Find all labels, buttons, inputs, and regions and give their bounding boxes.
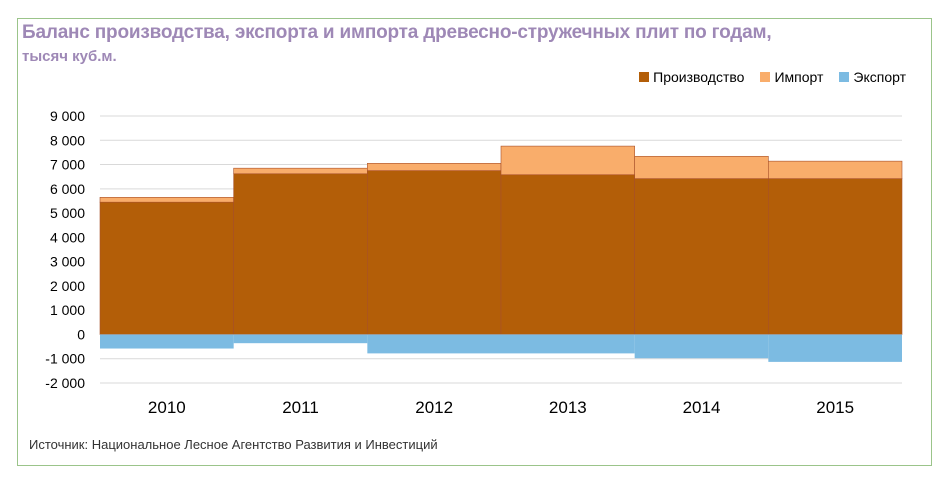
y-tick-label: 2 000 — [50, 278, 85, 294]
y-tick-label: 6 000 — [50, 181, 85, 197]
y-tick-label: 4 000 — [50, 229, 85, 245]
production-bar — [99, 201, 234, 335]
chart-legend: Производство Импорт Экспорт — [639, 69, 906, 85]
export-bar — [634, 334, 769, 359]
export-bar — [100, 334, 234, 349]
export-bar — [768, 334, 902, 362]
production-bar — [500, 174, 635, 335]
import-bar — [500, 145, 635, 176]
import-bar — [634, 155, 769, 179]
legend-label-import: Импорт — [774, 69, 824, 85]
import-bar — [233, 167, 368, 175]
y-tick-label: 5 000 — [50, 205, 85, 221]
legend-swatch-export — [839, 72, 850, 82]
production-bar — [233, 173, 368, 335]
y-tick-label: 7 000 — [50, 157, 85, 173]
legend-swatch-import — [760, 72, 771, 82]
export-bar — [367, 334, 501, 354]
export-bar — [501, 334, 635, 354]
production-bar — [634, 178, 769, 335]
x-tick-label: 2013 — [549, 398, 587, 417]
y-tick-label: 3 000 — [50, 254, 85, 270]
chart-title: Баланс производства, экспорта и импорта … — [22, 22, 772, 43]
y-tick-label: 8 000 — [50, 132, 85, 148]
y-tick-label: -1 000 — [45, 351, 85, 367]
production-bar — [367, 170, 502, 335]
legend-item-export: Экспорт — [839, 69, 906, 85]
x-tick-label: 2010 — [148, 398, 186, 417]
legend-item-import: Импорт — [760, 69, 823, 85]
x-tick-label: 2011 — [282, 398, 319, 417]
x-tick-label: 2012 — [415, 398, 453, 417]
x-tick-label: 2015 — [816, 398, 854, 417]
export-bar — [233, 334, 368, 344]
y-tick-label: -2 000 — [45, 375, 85, 391]
legend-swatch-production — [639, 72, 650, 82]
source-note: Источник: Национальное Лесное Агентство … — [29, 437, 438, 452]
legend-label-export: Экспорт — [853, 69, 906, 85]
x-tick-label: 2014 — [683, 398, 721, 417]
import-bar — [99, 197, 234, 203]
chart-subtitle: тысяч куб.м. — [22, 48, 117, 65]
y-tick-label: 0 — [77, 326, 85, 342]
y-tick-label: 1 000 — [50, 302, 85, 318]
import-bar — [367, 163, 502, 171]
chart-frame — [17, 18, 932, 466]
production-bar — [768, 178, 903, 335]
legend-label-production: Производство — [653, 69, 745, 85]
import-bar — [768, 160, 903, 179]
legend-item-production: Производство — [639, 69, 744, 85]
y-tick-label: 9 000 — [50, 108, 85, 124]
